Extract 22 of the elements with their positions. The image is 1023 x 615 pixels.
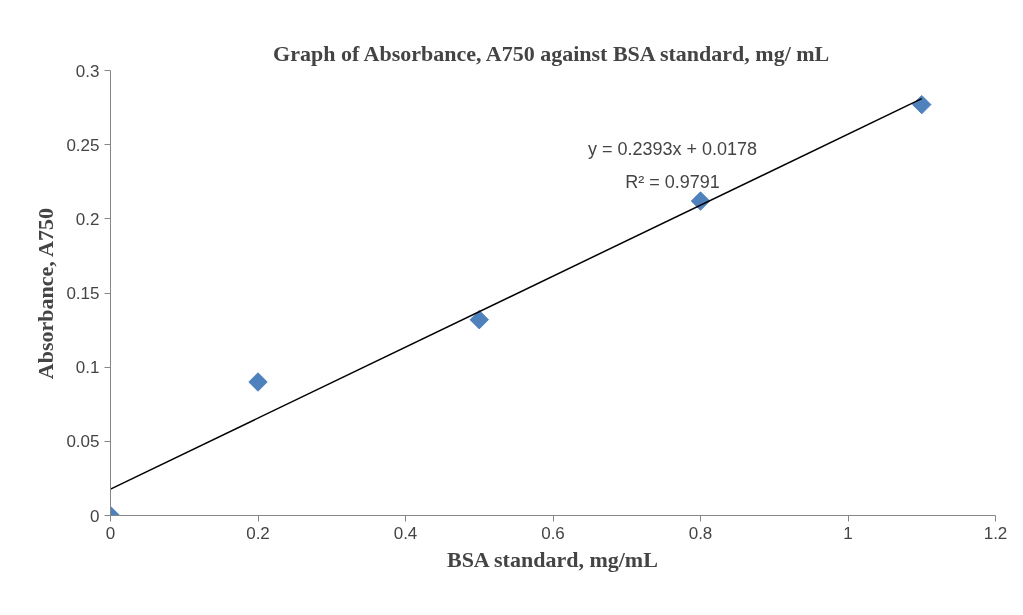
annotation: y = 0.2393x + 0.0178 <box>587 139 758 160</box>
point <box>248 372 268 392</box>
x-tick-label: 0 <box>105 523 116 543</box>
x-tick-label: 0.2 <box>246 523 270 543</box>
y-tick-label: 0.1 <box>75 358 100 378</box>
y-tick-label: 0.05 <box>66 432 100 452</box>
point <box>469 310 489 330</box>
y-tick-label: 0.2 <box>75 209 100 229</box>
x-tick-label: 0.6 <box>541 523 565 543</box>
x-tick-label: 0.4 <box>393 523 418 543</box>
y-tick-label: 0.25 <box>66 135 100 155</box>
chart-title: Graph of Absorbance, A750 against BSA standard, mg/ mL <box>273 40 830 66</box>
point <box>912 94 932 115</box>
y-tick-label: 0 <box>90 506 100 526</box>
y-tick-label: 0.3 <box>75 61 100 81</box>
y-tick-label: 0.15 <box>66 284 100 303</box>
x-tick-label: 0.8 <box>688 523 713 543</box>
x-tick-label: 1.2 <box>983 523 1008 543</box>
y-axis-title: Absorbance, A750 <box>33 208 59 380</box>
annotation: R² = 0.9791 <box>625 171 720 192</box>
x-tick-label: 1 <box>843 523 853 543</box>
x-axis-title: BSA standard, mg/mL <box>446 546 658 572</box>
